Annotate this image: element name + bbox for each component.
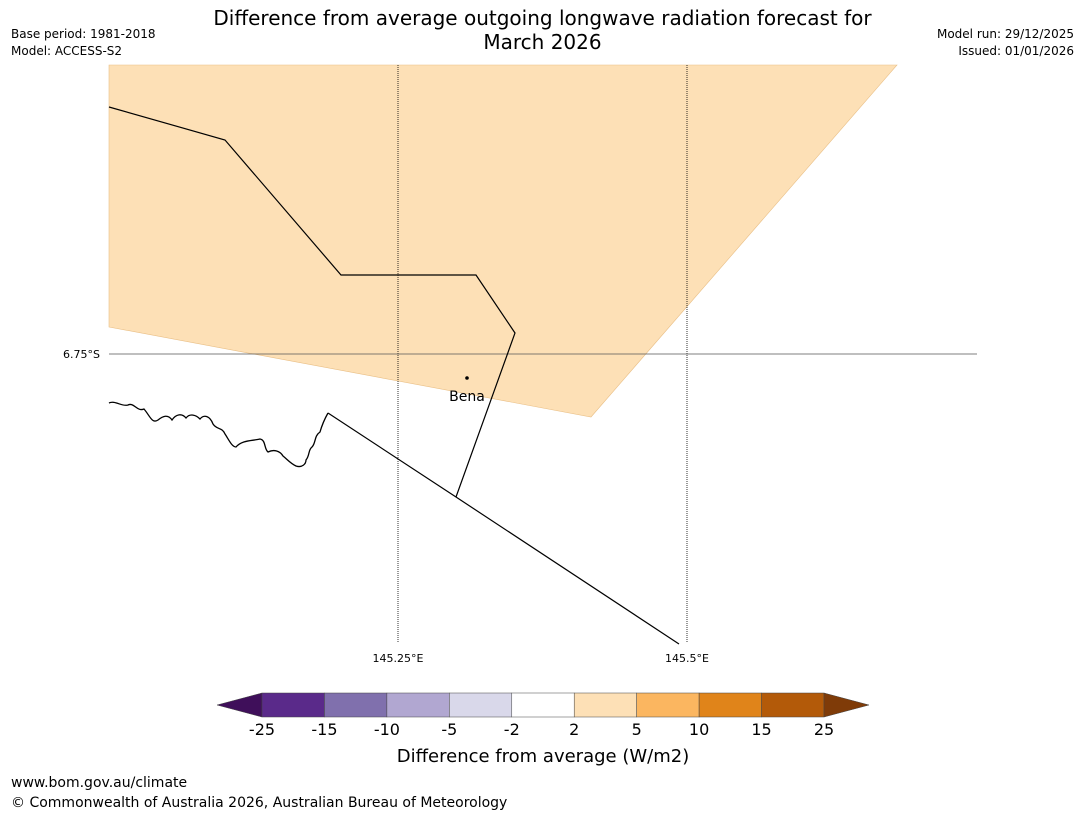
title-line-1: Difference from average outgoing longwav… [213, 6, 872, 30]
colorbar-segment-10-to-15 [698, 692, 762, 718]
colorbar-segment-2-to-5 [573, 692, 637, 718]
colorbar-extend-low [216, 692, 263, 718]
colorbar-tick-label: -15 [311, 720, 337, 739]
colorbar: -25 -15 -10 -5 -2 2 5 10 15 25 [216, 692, 870, 739]
colorbar-segment--25-to--15 [261, 692, 325, 718]
meta-right: Model run: 29/12/2025 Issued: 01/01/2026 [937, 26, 1074, 60]
base-period-text: Base period: 1981-2018 [11, 27, 156, 41]
colorbar-extend-high [823, 692, 870, 718]
colorbar-tick-label: 10 [689, 720, 709, 739]
town-label-bena: Bena [449, 389, 485, 405]
map-title: Difference from average outgoing longwav… [180, 6, 905, 54]
model-run-text: Model run: 29/12/2025 [936, 27, 1074, 41]
colorbar-segment--15-to--10 [324, 692, 388, 718]
colorbar-segment-5-to-10 [636, 692, 700, 718]
model-text: Model: ACCESS-S2 [11, 44, 123, 58]
lon-label-145.25: 145.25°E [373, 652, 424, 665]
colorbar-tick-label: 2 [569, 720, 579, 739]
colorbar-segment--5-to--2 [449, 692, 513, 718]
title-line-2: March 2026 [483, 30, 602, 54]
anomaly-region-2-to-5 [108, 64, 898, 418]
footer-copyright: © Commonwealth of Australia 2026, Austra… [11, 795, 508, 811]
colorbar-tick-label: -10 [374, 720, 400, 739]
colorbar-tick-label: -2 [504, 720, 520, 739]
colorbar-tick-label: -25 [249, 720, 275, 739]
colorbar-segment--10-to--5 [386, 692, 450, 718]
colorbar-tick-label: 25 [814, 720, 834, 739]
colorbar-segment-15-to-25 [761, 692, 825, 718]
issued-text: Issued: 01/01/2026 [958, 44, 1074, 58]
colorbar-tick-label: -5 [441, 720, 457, 739]
province-boundary-north [108, 106, 516, 498]
colorbar-tick-label: 15 [751, 720, 771, 739]
lon-label-145.5: 145.5°E [665, 652, 709, 665]
colorbar-segment--2-to-2 [511, 692, 575, 718]
lat-label: 6.75°S [63, 348, 100, 361]
meta-left: Base period: 1981-2018 Model: ACCESS-S2 [11, 26, 156, 60]
footer-url: www.bom.gov.au/climate [11, 775, 188, 791]
province-boundary-south [327, 412, 680, 645]
river-line [108, 401, 329, 468]
colorbar-tick-label: 5 [632, 720, 642, 739]
colorbar-title: Difference from average (W/m2) [397, 746, 689, 767]
town-marker-bena [465, 376, 469, 380]
